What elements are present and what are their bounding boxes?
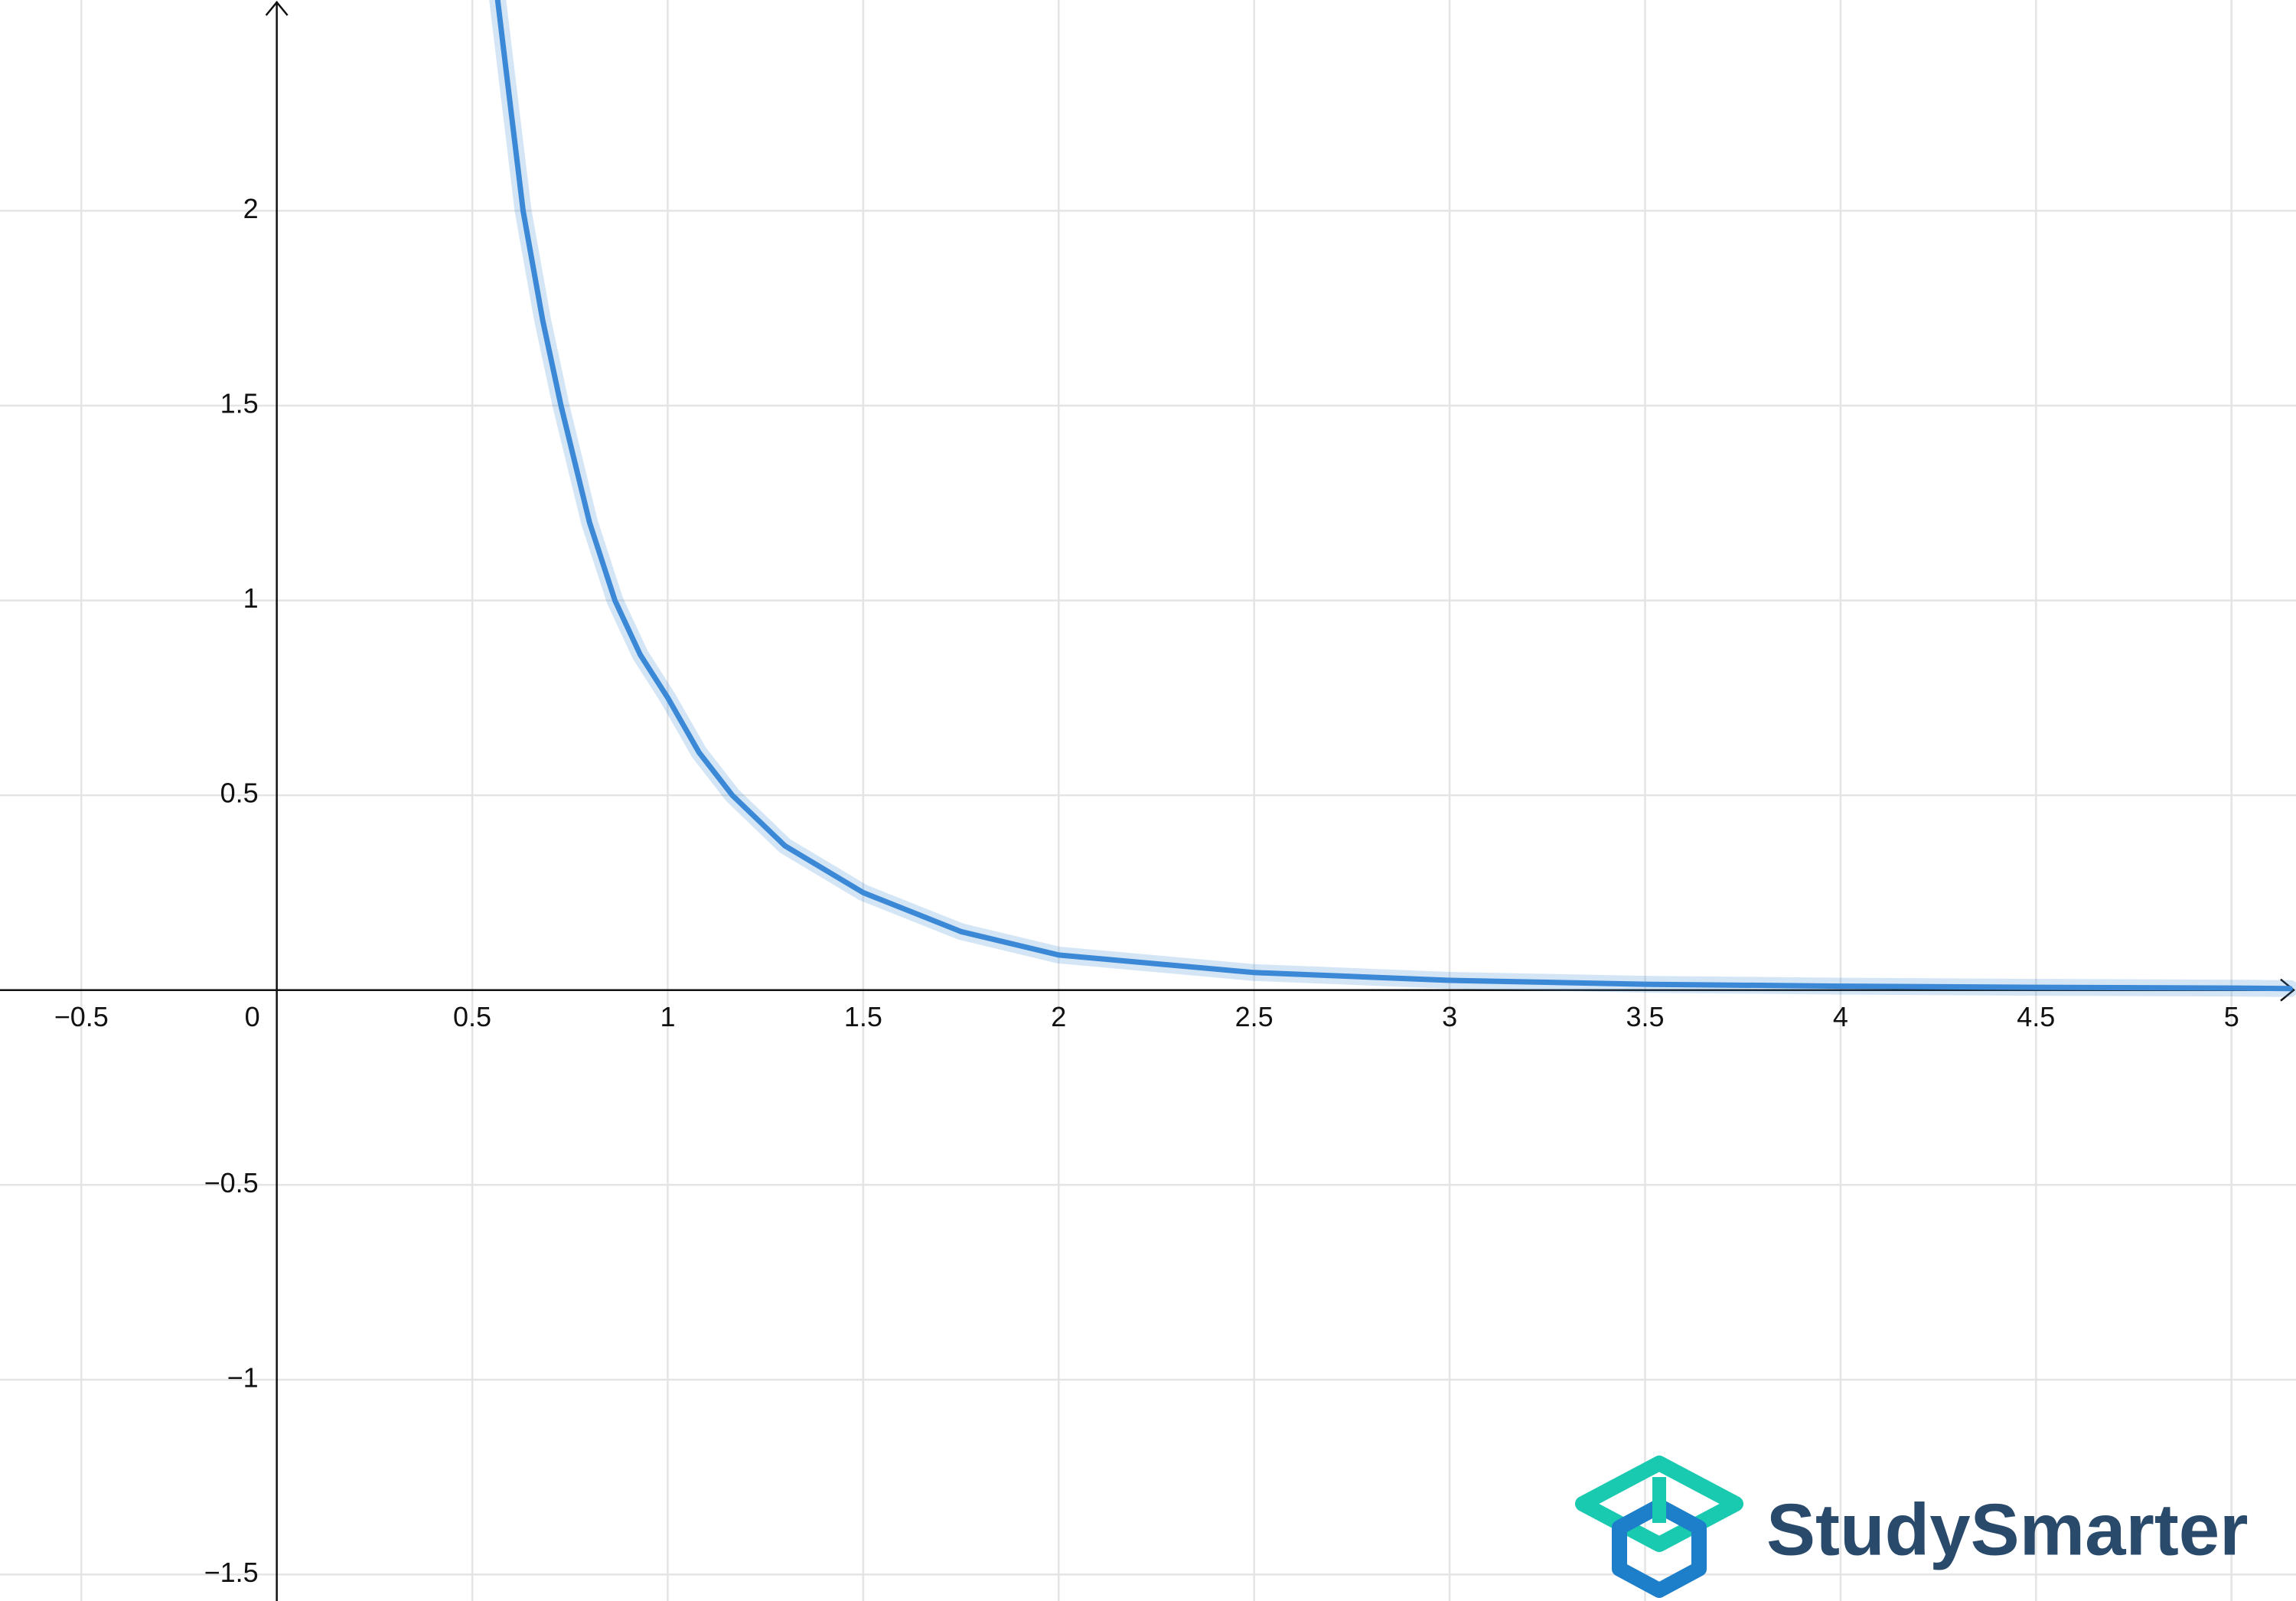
x-tick-label: 0.5 (453, 1001, 491, 1032)
x-tick-label: 3.5 (1626, 1001, 1664, 1032)
x-tick-label: 0 (245, 1001, 260, 1032)
y-tick-label: −0.5 (204, 1167, 259, 1198)
y-tick-label: 0.5 (220, 778, 259, 809)
watermark: StudySmarter (1766, 1489, 2249, 1570)
logo: StudySmarter (1575, 1456, 2249, 1598)
x-tick-label: 2 (1051, 1001, 1066, 1032)
y-tick-label: 2 (243, 193, 259, 224)
y-tick-label: −1 (227, 1361, 259, 1393)
line-halo (489, 0, 2296, 997)
x-tick-label: 5 (2224, 1001, 2239, 1032)
logo-bottom (1612, 1498, 1707, 1598)
y-tick-label: 1 (243, 582, 259, 614)
y-axis-arrow (265, 1, 289, 16)
x-tick-label: −0.5 (54, 1001, 109, 1032)
tick-labels: −0.5 0 0.5 1 1.5 2 2.5 3 3.5 4 4.5 5 −1.5 −1 −0.5 0.5 1 1… (54, 193, 2239, 1588)
y-tick-label: 1.5 (220, 388, 259, 419)
y-tick-label: −1.5 (204, 1557, 259, 1588)
logo-top (1575, 1456, 1743, 1552)
x-tick-label: 1.5 (844, 1001, 882, 1032)
x-axis-arrow (2280, 978, 2295, 1002)
x-tick-label: 3 (1442, 1001, 1457, 1032)
line (494, 0, 2293, 992)
x-tick-label: 4 (1833, 1001, 1848, 1032)
x-tick-label: 1 (660, 1001, 675, 1032)
x-tick-label: 2.5 (1235, 1001, 1274, 1032)
curve (489, 0, 2296, 997)
x-tick-label: 4.5 (2017, 1001, 2055, 1032)
